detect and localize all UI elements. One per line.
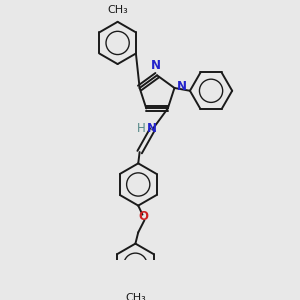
Text: N: N <box>177 80 187 93</box>
Text: O: O <box>139 210 149 224</box>
Text: CH₃: CH₃ <box>125 293 146 300</box>
Text: N: N <box>147 122 157 135</box>
Text: CH₃: CH₃ <box>107 5 128 15</box>
Text: H: H <box>137 122 146 135</box>
Text: N: N <box>151 59 160 72</box>
